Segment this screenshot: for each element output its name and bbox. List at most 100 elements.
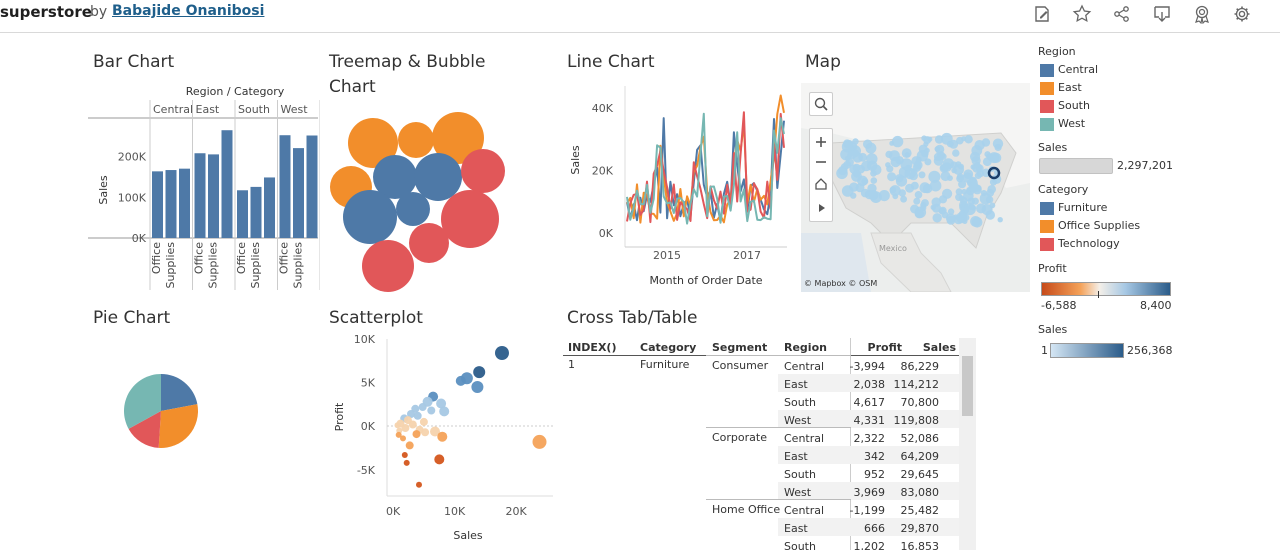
bubble[interactable]	[396, 192, 430, 226]
map-point[interactable]	[982, 157, 992, 167]
scatter-point[interactable]	[401, 452, 408, 458]
map-point[interactable]	[836, 167, 848, 180]
map-point[interactable]	[861, 160, 872, 172]
bar[interactable]	[194, 153, 206, 238]
map-point[interactable]	[870, 177, 878, 184]
map-point[interactable]	[967, 197, 975, 205]
map-point[interactable]	[945, 213, 956, 223]
bar[interactable]	[250, 186, 262, 238]
scatter-point[interactable]	[439, 406, 450, 417]
bar[interactable]	[264, 177, 275, 238]
table-row[interactable]: West 4,331 119,808	[563, 410, 959, 428]
table-row[interactable]: West 3,969 83,080	[563, 482, 959, 500]
map-point[interactable]	[886, 165, 894, 173]
bar[interactable]	[237, 190, 248, 238]
table-row[interactable]: South 952 29,645	[563, 464, 959, 482]
scatter-point[interactable]	[395, 431, 402, 438]
author-link[interactable]: Babajide Onanibosi	[112, 3, 265, 19]
map-point[interactable]	[974, 172, 982, 179]
map-point[interactable]	[970, 216, 981, 227]
play-icon[interactable]	[819, 204, 825, 212]
map-search-button[interactable]	[809, 92, 833, 116]
star-icon[interactable]	[1072, 4, 1092, 24]
bubble[interactable]	[441, 190, 499, 248]
bubble[interactable]	[362, 240, 414, 292]
bar[interactable]	[279, 135, 291, 238]
map-point[interactable]	[997, 217, 1003, 223]
table-row[interactable]: South 1,202 16,853	[563, 536, 959, 550]
scatter-point[interactable]	[427, 406, 436, 415]
download-icon[interactable]	[1152, 4, 1172, 24]
map-point[interactable]	[958, 180, 967, 189]
map-point[interactable]	[852, 138, 859, 145]
pie-slice[interactable]	[161, 374, 198, 411]
map-point[interactable]	[847, 150, 857, 160]
map-point[interactable]	[914, 191, 923, 199]
map-point[interactable]	[987, 185, 996, 194]
map-point[interactable]	[956, 173, 964, 181]
legend-category-office-supplies[interactable]: Office Supplies	[1058, 219, 1141, 232]
map-point[interactable]	[870, 164, 882, 176]
scatter-point[interactable]	[421, 428, 430, 437]
map-point[interactable]	[932, 213, 942, 223]
bar[interactable]	[165, 170, 177, 238]
table-row[interactable]: East 666 29,870	[563, 518, 959, 536]
map-point[interactable]	[868, 190, 879, 201]
map-point[interactable]	[947, 208, 955, 215]
map-point[interactable]	[924, 147, 930, 154]
scatter-point[interactable]	[495, 346, 509, 360]
table-row[interactable]: Corporate Central 2,322 52,086	[563, 427, 959, 446]
bar[interactable]	[152, 171, 163, 238]
bubble[interactable]	[343, 190, 397, 244]
map-point[interactable]	[910, 181, 919, 190]
scatter-point[interactable]	[434, 454, 445, 465]
scatter-point[interactable]	[418, 403, 427, 411]
map-point[interactable]	[942, 162, 952, 172]
map-point[interactable]	[900, 195, 907, 203]
bubble[interactable]	[398, 122, 434, 158]
map-point[interactable]	[940, 153, 947, 160]
map-point[interactable]	[921, 135, 927, 141]
scatter-point[interactable]	[473, 366, 486, 379]
bubble[interactable]	[461, 149, 505, 193]
map-point[interactable]	[924, 158, 932, 166]
badge-icon[interactable]	[1192, 4, 1212, 25]
scatter-point[interactable]	[407, 410, 415, 418]
scatter-point[interactable]	[413, 411, 422, 420]
map-point[interactable]	[964, 135, 973, 144]
bubble[interactable]	[432, 112, 484, 164]
map-point[interactable]	[929, 179, 942, 192]
scatter-point[interactable]	[436, 398, 447, 409]
legend-region-east[interactable]: East	[1058, 81, 1082, 94]
map-point[interactable]	[895, 174, 904, 183]
map-panel[interactable]: Mexico © Mapbox © OSM	[801, 83, 1030, 292]
map-point[interactable]	[974, 161, 981, 168]
map-point[interactable]	[989, 202, 996, 209]
map-point[interactable]	[865, 142, 877, 154]
home-icon[interactable]	[815, 178, 827, 190]
map-point[interactable]	[852, 163, 861, 172]
map-point[interactable]	[900, 158, 913, 171]
map-point[interactable]	[885, 150, 893, 158]
map-point[interactable]	[952, 149, 960, 157]
map-point[interactable]	[860, 188, 870, 198]
pie-slice[interactable]	[158, 404, 198, 448]
map-point[interactable]	[889, 186, 897, 194]
legend-region-west[interactable]: West	[1058, 117, 1086, 130]
table-row[interactable]: Home Office Central -1,199 25,482	[563, 499, 959, 518]
map-point[interactable]	[913, 197, 921, 205]
map-point[interactable]	[919, 182, 931, 194]
map-point[interactable]	[904, 167, 916, 180]
pie-slice[interactable]	[123, 374, 161, 429]
scatter-point[interactable]	[532, 434, 547, 449]
map-point[interactable]	[940, 132, 953, 145]
legend-region-south[interactable]: South	[1058, 99, 1090, 112]
crosstab-scrollbar[interactable]	[959, 338, 976, 550]
table-row[interactable]: East 342 64,209	[563, 446, 959, 464]
scatter-point[interactable]	[412, 430, 421, 439]
map-point[interactable]	[852, 169, 861, 178]
crosstab-scroll-thumb[interactable]	[962, 356, 973, 416]
line-series[interactable]	[626, 112, 785, 225]
scatter-point[interactable]	[430, 426, 440, 437]
map-point[interactable]	[970, 151, 981, 162]
